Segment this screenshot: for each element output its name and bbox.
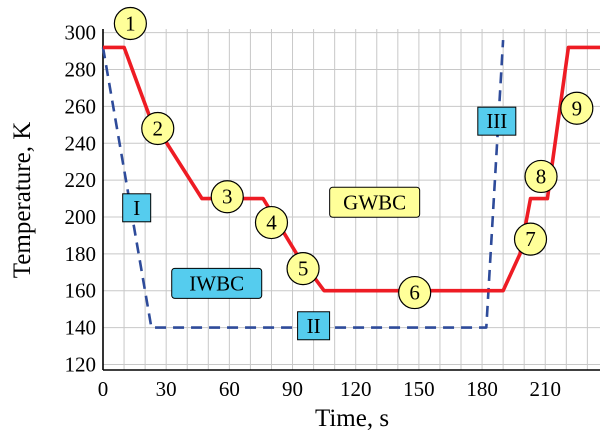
y-tick-labels: 120 140 160 180 200 220 240 260 280 300 (65, 21, 97, 377)
y-tick-label: 160 (65, 279, 97, 303)
step-marker-6: 6 (398, 275, 432, 310)
step-marker-number: 6 (409, 281, 420, 305)
step-marker-circle (513, 222, 548, 256)
step-marker-7: 7 (513, 222, 548, 256)
phase-box-i: I (122, 193, 152, 223)
step-marker-circle (286, 252, 320, 286)
phase-box-background (122, 193, 152, 223)
step-marker-9: 9 (560, 91, 594, 125)
series-label-text: IWBC (189, 271, 244, 295)
y-tick-label: 120 (65, 352, 97, 376)
step-marker-8: 8 (524, 159, 558, 194)
axes (102, 29, 600, 371)
x-tick-label: 30 (156, 377, 177, 401)
step-marker-circle (524, 159, 558, 194)
y-tick-label: 220 (65, 168, 97, 192)
step-marker-circle (113, 6, 147, 41)
series-label-background (329, 186, 421, 218)
y-tick-label: 280 (65, 58, 97, 82)
phase-label: II (307, 314, 321, 338)
y-tick-label: 300 (65, 21, 97, 45)
step-marker-5: 5 (286, 252, 320, 286)
x-tick-labels: 0 30 60 90 120 150 180 210 (98, 377, 561, 401)
y-tick-label: 260 (65, 94, 97, 118)
phase-label: III (486, 109, 507, 133)
step-marker-1: 1 (113, 6, 147, 41)
phase-box-ii: II (297, 311, 331, 341)
step-marker-circle (398, 275, 432, 310)
x-tick-label: 120 (340, 377, 372, 401)
step-marker-number: 2 (153, 117, 164, 141)
step-marker-circle (254, 205, 289, 240)
x-axis-title: Time, s (315, 405, 389, 432)
step-marker-number: 8 (536, 164, 547, 188)
step-marker-2: 2 (141, 111, 175, 146)
x-tick-label: 150 (403, 377, 435, 401)
step-marker-number: 7 (525, 227, 536, 251)
x-tick-label: 90 (282, 377, 303, 401)
series-label-background (171, 267, 263, 299)
step-marker-4: 4 (254, 205, 289, 240)
phase-box-background (477, 106, 517, 136)
phase-box-iii: III (477, 106, 517, 136)
step-marker-circle (560, 91, 594, 125)
y-tick-label: 240 (65, 131, 97, 155)
series-label-text: GWBC (343, 190, 406, 214)
x-tick-label: 60 (219, 377, 240, 401)
phase-label: I (133, 196, 140, 220)
series-label-box-iwbc: IWBC (171, 267, 263, 299)
y-tick-label: 200 (65, 205, 97, 229)
y-tick-label: 140 (65, 316, 97, 340)
phase-box-background (297, 311, 331, 341)
step-marker-number: 4 (266, 211, 277, 235)
y-tick-label: 180 (65, 242, 97, 266)
x-tick-label: 210 (529, 377, 561, 401)
step-marker-number: 9 (572, 96, 583, 120)
y-axis-title: Temperature, K (9, 122, 36, 279)
step-marker-circle (210, 180, 244, 214)
series-label-box-gwbc: GWBC (329, 186, 421, 218)
step-marker-3: 3 (210, 180, 244, 214)
step-marker-number: 1 (125, 11, 136, 35)
x-tick-label: 180 (466, 377, 498, 401)
x-tick-label: 0 (98, 377, 109, 401)
step-marker-number: 3 (222, 185, 233, 209)
step-marker-number: 5 (298, 257, 309, 281)
step-marker-circle (141, 111, 175, 146)
